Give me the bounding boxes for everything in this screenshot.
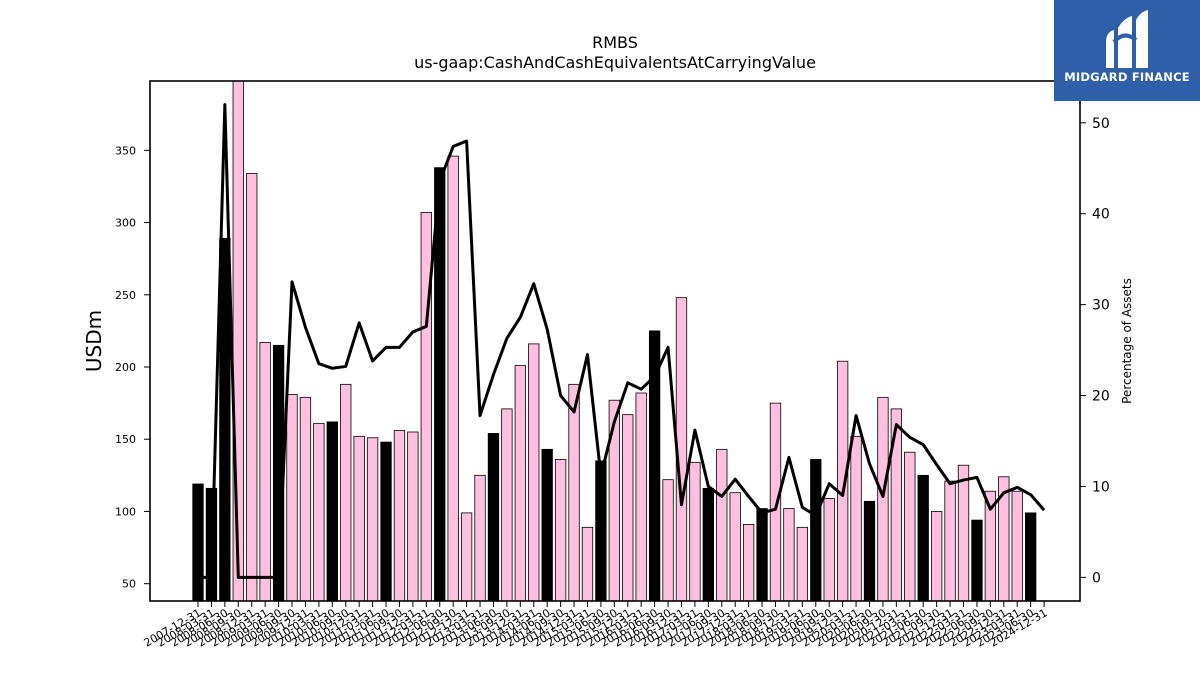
y-axis-label: USDm	[82, 310, 106, 372]
bar	[460, 512, 473, 601]
bar	[1025, 512, 1037, 601]
bar	[850, 435, 862, 601]
bar	[541, 448, 553, 601]
bar	[863, 500, 876, 601]
y-tick-label: 250	[115, 289, 136, 302]
bar	[716, 448, 728, 601]
bar	[756, 508, 768, 601]
bar	[340, 383, 352, 601]
bar	[353, 435, 365, 601]
chart-subtitle: us-gaap:CashAndCashEquivalentsAtCarrying…	[414, 53, 816, 72]
y-tick-label: 300	[115, 217, 136, 230]
chart-title: RMBS	[592, 33, 638, 52]
y2-tick-label: 30	[1092, 298, 1110, 314]
percentage-line	[198, 103, 1046, 579]
bar	[380, 441, 392, 601]
y-tick-label: 200	[115, 361, 136, 374]
y-tick-label: 100	[115, 505, 136, 518]
bar	[581, 526, 594, 601]
logo-text: MIDGARD FINANCE	[1064, 70, 1190, 84]
bar	[192, 483, 204, 601]
bar	[810, 459, 822, 601]
bar	[971, 519, 983, 601]
bar	[286, 394, 298, 601]
bar	[568, 383, 580, 601]
y2-axis: 0 10 20 30 40 50	[1080, 116, 1110, 586]
bar	[487, 433, 500, 601]
bar	[984, 490, 997, 601]
bar	[474, 474, 486, 601]
bar	[622, 414, 634, 601]
bar	[729, 492, 741, 601]
y-tick-label: 150	[115, 433, 136, 446]
bar	[635, 392, 647, 601]
bar	[299, 396, 312, 601]
y2-tick-label: 10	[1092, 479, 1110, 495]
bar	[554, 459, 567, 601]
bar	[769, 402, 782, 601]
bar	[998, 476, 1010, 601]
bar	[232, 81, 244, 601]
line-series	[198, 103, 1046, 579]
y2-tick-label: 20	[1092, 389, 1110, 405]
bar	[648, 330, 661, 601]
bar	[608, 399, 620, 601]
bar	[823, 498, 835, 601]
y-axis: 50 100 150 200 250 300 350	[115, 144, 150, 591]
y2-tick-label: 40	[1092, 207, 1110, 223]
x-axis: 2007-12-312008-03-312008-06-302008-09-30…	[142, 601, 1050, 650]
bar	[917, 474, 929, 601]
y2-tick-label: 0	[1092, 570, 1101, 586]
bar	[595, 460, 607, 601]
bar	[366, 437, 379, 601]
bar	[393, 430, 406, 601]
y2-tick-label: 50	[1092, 116, 1110, 132]
brand-logo: MIDGARD FINANCE	[1054, 0, 1200, 101]
bar	[219, 238, 231, 601]
bar	[931, 511, 943, 601]
bar	[890, 408, 903, 601]
bar	[904, 451, 916, 601]
bar	[259, 342, 271, 601]
bar	[514, 365, 526, 601]
bar	[246, 173, 258, 601]
bar	[783, 508, 795, 601]
bar	[1011, 490, 1023, 601]
bar	[528, 343, 540, 601]
y-tick-label: 350	[115, 144, 136, 157]
bar	[702, 487, 714, 601]
y2-axis-label: Percentage of Assets	[1120, 278, 1134, 404]
logo-mark-icon	[1106, 10, 1148, 68]
bar	[447, 155, 459, 601]
bar	[662, 479, 674, 601]
bar-series	[192, 81, 1037, 601]
y-tick-label: 50	[122, 578, 136, 591]
bar	[796, 526, 808, 601]
bar	[877, 396, 889, 601]
bar	[313, 422, 325, 601]
bar	[407, 431, 419, 601]
bar	[957, 464, 970, 601]
bar	[836, 360, 849, 601]
bar	[742, 524, 755, 601]
bar	[944, 480, 956, 601]
bar	[420, 212, 432, 601]
bar	[501, 408, 513, 601]
bar	[689, 461, 701, 601]
plot-frame	[149, 80, 1081, 602]
bar	[326, 421, 338, 601]
